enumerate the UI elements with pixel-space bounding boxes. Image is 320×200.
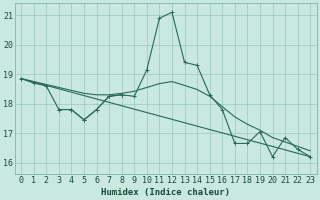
X-axis label: Humidex (Indice chaleur): Humidex (Indice chaleur) [101, 188, 230, 197]
